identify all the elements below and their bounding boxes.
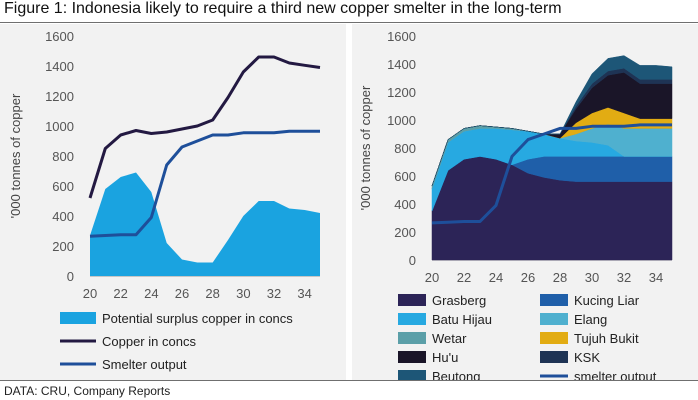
left-x-tick-label: 26: [175, 286, 189, 301]
right-x-tick-label: 34: [649, 270, 663, 285]
right-x-tick-label: 20: [425, 270, 439, 285]
left-y-tick-label: 1200: [45, 89, 74, 104]
right-legend-swatch: [540, 351, 568, 363]
left-legend-label: Smelter output: [102, 357, 187, 372]
right-legend-swatch: [398, 313, 426, 325]
left-chart: 0 200 400 600 800 1000 1200 1400 1600 20 22 24 26 28 3…: [8, 29, 321, 372]
right-x-tick-label: 32: [617, 270, 631, 285]
left-x-tick-label: 34: [297, 286, 311, 301]
right-series-beutong: [431, 55, 673, 186]
right-legend-swatch: [398, 294, 426, 306]
right-legend-label: Grasberg: [432, 293, 486, 308]
left-x-tick-label: 22: [113, 286, 127, 301]
left-x-tick-label: 28: [205, 286, 219, 301]
left-y-tick-label: 0: [67, 269, 74, 284]
right-legend-label: Tujuh Bukit: [574, 331, 639, 346]
right-legend-label: Hu'u: [432, 350, 458, 365]
right-y-tick-label: 1200: [387, 85, 416, 100]
figure-title: Figure 1: Indonesia likely to require a …: [4, 0, 562, 17]
right-legend-swatch: [398, 370, 426, 382]
right-legend-label: Kucing Liar: [574, 293, 640, 308]
right-x-tick-label: 30: [585, 270, 599, 285]
right-legend-swatch: [398, 332, 426, 344]
right-y-tick-label: 200: [394, 225, 416, 240]
right-y-tick-label: 400: [394, 197, 416, 212]
right-legend-swatch: [540, 294, 568, 306]
right-legend-swatch: [540, 313, 568, 325]
right-legend-label: Elang: [574, 312, 607, 327]
right-legend-swatch: [398, 351, 426, 363]
right-x-tick-label: 28: [553, 270, 567, 285]
left-series-smelter-output: [89, 129, 320, 238]
right-legend-label: Wetar: [432, 331, 467, 346]
right-legend-label: smelter output: [574, 369, 657, 380]
left-x-tick-label: 32: [267, 286, 281, 301]
right-x-tick-label: 22: [457, 270, 471, 285]
right-y-tick-label: 0: [409, 253, 416, 268]
left-legend-label: Copper in concs: [102, 334, 196, 349]
right-legend-swatch: [540, 332, 568, 344]
left-y-tick-label: 1600: [45, 29, 74, 44]
left-series-copper-in-concs: [88, 55, 321, 199]
left-chart-panel: 0 200 400 600 800 1000 1200 1400 1600 20 22 24 26 28 3…: [0, 24, 346, 380]
left-legend-label: Potential surplus copper in concs: [102, 311, 293, 326]
right-y-axis-label: '000 tonnes of copper: [358, 85, 373, 210]
footer-divider: [0, 380, 698, 381]
right-legend-label: Batu Hijau: [432, 312, 492, 327]
right-series-smelter-output: [431, 123, 672, 225]
title-divider: [0, 22, 698, 23]
right-legend-label: Beutong: [432, 369, 480, 380]
left-x-tick-label: 24: [144, 286, 158, 301]
right-chart: 0 200 400 600 800 1000 1200 1400 1600 20 22 24 26 28 3…: [358, 29, 673, 384]
right-chart-panel: 0 200 400 600 800 1000 1200 1400 1600 20 22 24 26 28 3…: [352, 24, 698, 384]
source-note: DATA: CRU, Company Reports: [4, 384, 171, 398]
left-y-tick-label: 800: [52, 149, 74, 164]
left-x-tick-label: 30: [236, 286, 250, 301]
right-legend-label: KSK: [574, 350, 600, 365]
left-y-tick-label: 600: [52, 179, 74, 194]
left-y-axis-label: '000 tonnes of copper: [8, 93, 23, 218]
left-y-tick-label: 1400: [45, 59, 74, 74]
right-y-tick-label: 600: [394, 169, 416, 184]
right-y-tick-label: 1600: [387, 29, 416, 44]
right-x-tick-label: 26: [521, 270, 535, 285]
left-legend-swatch: [60, 312, 96, 324]
right-x-tick-label: 24: [489, 270, 503, 285]
right-y-tick-label: 1000: [387, 113, 416, 128]
left-series-potential-surplus-copper-in-concs: [90, 172, 320, 276]
left-x-tick-label: 20: [83, 286, 97, 301]
left-y-tick-label: 1000: [45, 119, 74, 134]
left-y-tick-label: 400: [52, 209, 74, 224]
right-y-tick-label: 1400: [387, 57, 416, 72]
left-y-tick-label: 200: [52, 239, 74, 254]
right-y-tick-label: 800: [394, 141, 416, 156]
